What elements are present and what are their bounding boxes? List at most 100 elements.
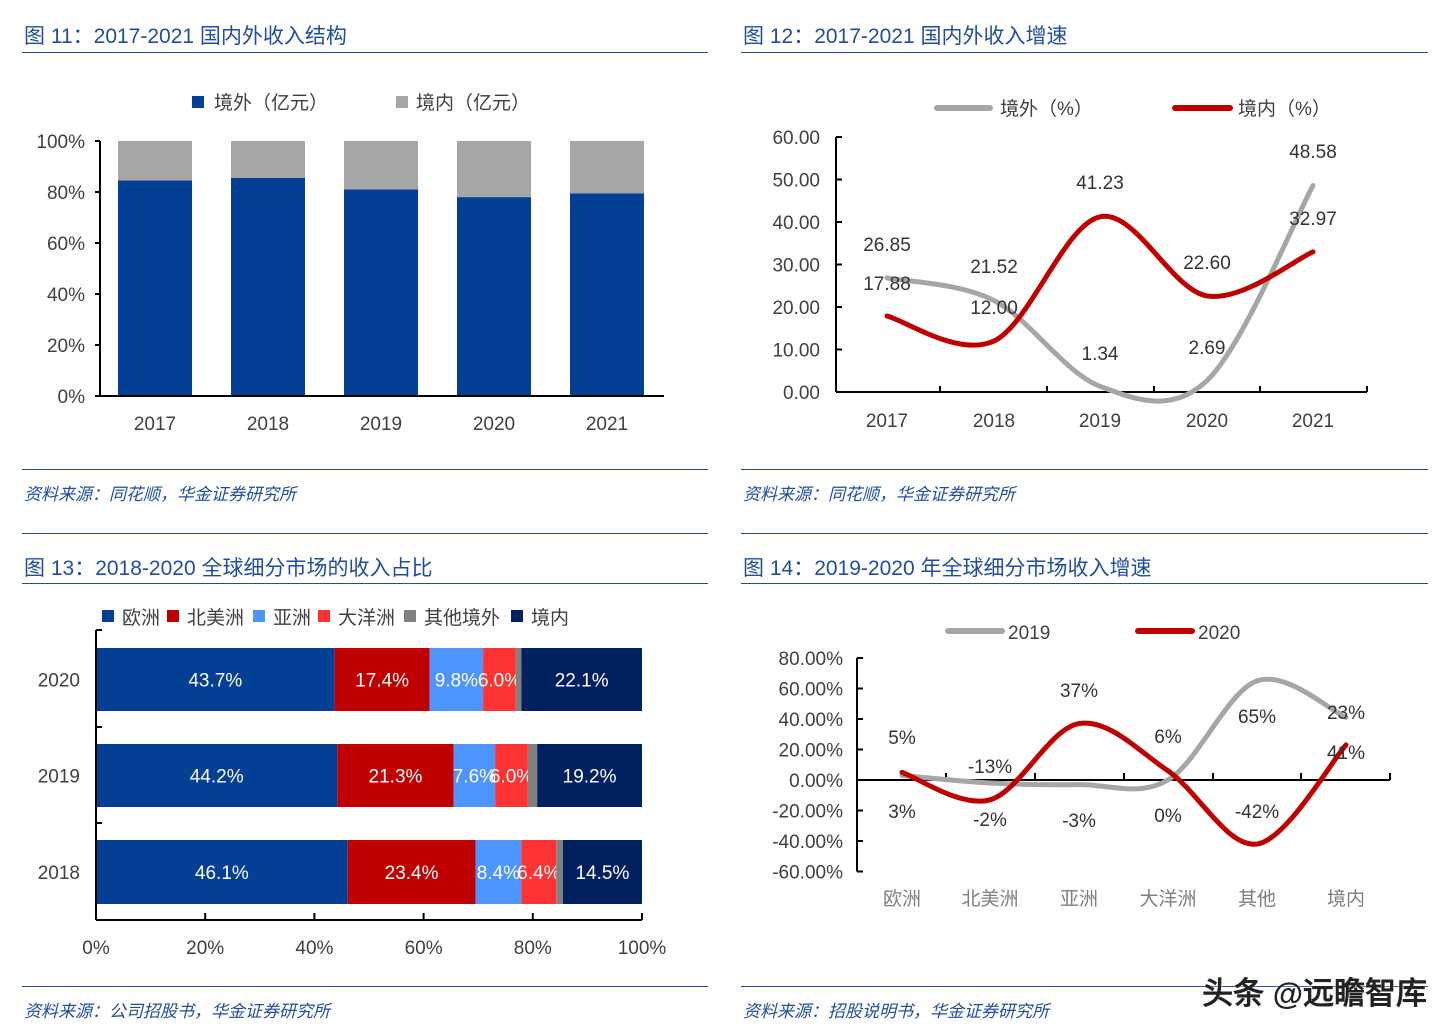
y-tick-label: -40.00% — [772, 832, 843, 853]
data-label: 22.1% — [555, 671, 609, 692]
x-tick-label: 2018 — [247, 414, 289, 435]
legend-label: 境外（亿元） — [214, 92, 328, 114]
data-label: 44.2% — [190, 767, 244, 788]
y-tick-label: 80.00% — [779, 649, 844, 670]
bar-segment-2019 — [453, 744, 496, 807]
y-tick-label: 60.00% — [779, 680, 844, 701]
y-tick-label: 60% — [47, 234, 85, 255]
bar-overseas-2017 — [118, 180, 192, 396]
x-tick-label: 2021 — [586, 414, 628, 435]
source-rule — [741, 469, 1428, 470]
y-tick-label: 0% — [58, 387, 86, 408]
x-tick-label: 欧洲 — [883, 888, 921, 910]
legend-label: 2019 — [1008, 623, 1050, 644]
section-rule — [741, 533, 1428, 534]
data-label: 41.23 — [1076, 173, 1124, 194]
series-line-domestic — [884, 214, 1316, 348]
bar-segment-2018 — [347, 840, 476, 904]
legend-swatch — [511, 610, 523, 622]
data-label: 6.0% — [478, 671, 521, 692]
x-tick-label: 境内 — [1327, 888, 1365, 910]
bar-domestic-2020 — [457, 141, 531, 198]
legend-swatch — [102, 610, 114, 622]
figure-12-source: 资料来源：同花顺，华金证券研究所 — [743, 485, 1015, 504]
y-tick-label: 40% — [47, 285, 85, 306]
legend-swatch — [396, 96, 408, 108]
figure-11-title: 图 11：2017-2021 国内外收入结构 — [24, 25, 347, 48]
legend-label: 大洋洲 — [338, 607, 395, 629]
data-label: -3% — [1062, 811, 1096, 832]
x-tick-label: 0% — [82, 938, 110, 959]
bar-segment-2020 — [96, 648, 335, 711]
data-label: 17.4% — [355, 671, 409, 692]
bar-domestic-2018 — [231, 141, 305, 178]
bar-segment-2018 — [556, 840, 563, 904]
source-rule — [741, 986, 1428, 987]
data-label: 48.58 — [1289, 142, 1337, 163]
data-label: 23% — [1327, 703, 1365, 724]
data-label: 0% — [1154, 806, 1182, 827]
data-label: -42% — [1235, 802, 1279, 823]
y-tick-label: 40.00 — [772, 213, 820, 234]
source-rule — [22, 986, 708, 987]
y-tick-label: 20% — [47, 336, 85, 357]
y-tick-label: 100% — [36, 132, 85, 153]
data-label: 41% — [1327, 743, 1365, 764]
legend-label: 欧洲 — [122, 607, 160, 629]
legend-swatch — [192, 96, 204, 108]
x-tick-label: 2020 — [1186, 411, 1228, 432]
x-tick-label: 80% — [514, 938, 552, 959]
y-tick-label: 60.00 — [772, 128, 820, 149]
figure-14-source: 资料来源：招股说明书，华金证券研究所 — [743, 1002, 1049, 1021]
x-tick-label: 60% — [405, 938, 443, 959]
y-tick-label: 2020 — [38, 671, 80, 692]
y-tick-label: 20.00 — [772, 298, 820, 319]
x-tick-label: 北美洲 — [961, 888, 1018, 910]
x-tick-label: 2017 — [866, 411, 908, 432]
x-tick-label: 2020 — [473, 414, 515, 435]
data-label: 21.3% — [369, 767, 423, 788]
data-label: 43.7% — [188, 671, 242, 692]
data-label: 6.4% — [517, 863, 560, 884]
data-label: 37% — [1060, 681, 1098, 702]
bar-segment-2018 — [475, 840, 522, 904]
bar-segment-2019 — [495, 744, 528, 807]
y-tick-label: 0.00 — [783, 383, 820, 404]
data-label: 26.85 — [863, 235, 911, 256]
legend-label: 其他境外 — [424, 607, 500, 629]
legend-label: 北美洲 — [187, 607, 244, 629]
y-tick-label: 80% — [47, 183, 85, 204]
title-rule — [741, 52, 1428, 53]
legend-label: 境外（%） — [1000, 98, 1093, 120]
data-label: 22.60 — [1183, 253, 1231, 274]
data-label: 1.34 — [1082, 344, 1119, 365]
legend-swatch — [318, 610, 330, 622]
x-tick-label: 2017 — [134, 414, 176, 435]
legend-swatch — [404, 610, 416, 622]
data-label: 17.88 — [863, 274, 911, 295]
bar-segment-2018 — [96, 840, 348, 904]
x-tick-label: 2021 — [1292, 411, 1334, 432]
title-rule — [741, 583, 1428, 584]
data-label: 9.8% — [435, 671, 478, 692]
y-tick-label: 50.00 — [772, 171, 820, 192]
x-tick-label: 100% — [618, 938, 667, 959]
x-tick-label: 2019 — [360, 414, 402, 435]
source-rule — [22, 469, 708, 470]
y-tick-label: 20.00% — [779, 741, 844, 762]
legend-label: 2020 — [1198, 623, 1240, 644]
series-line-2019 — [899, 676, 1349, 792]
data-label: 19.2% — [563, 767, 617, 788]
bar-segment-2018 — [562, 840, 642, 904]
figure-12-title: 图 12：2017-2021 国内外收入增速 — [743, 25, 1068, 48]
legend-label: 境内（%） — [1238, 98, 1331, 120]
y-tick-label: 40.00% — [779, 710, 844, 731]
legend-swatch — [253, 610, 265, 622]
data-label: 3% — [888, 802, 916, 823]
legend-label: 亚洲 — [273, 608, 311, 629]
watermark: 头条 @远瞻智库 — [1202, 976, 1427, 1011]
bar-segment-2020 — [334, 648, 430, 711]
bar-overseas-2019 — [344, 189, 418, 396]
y-tick-label: 2019 — [38, 767, 80, 788]
